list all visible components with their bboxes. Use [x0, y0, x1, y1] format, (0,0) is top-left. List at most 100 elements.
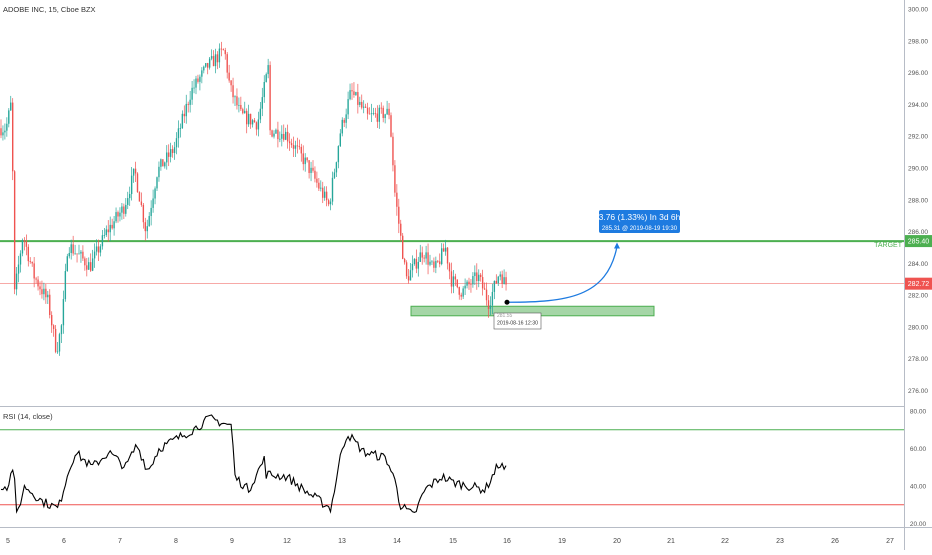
- rsi-tick-label: 20.00: [910, 521, 927, 528]
- date-axis[interactable]: 5 6 7 8 9 12 13 14 15 16 19 20 21 22 23 26 27: [6, 538, 894, 545]
- candle-body: [109, 224, 111, 233]
- candle-body: [442, 248, 445, 252]
- candle-body: [409, 270, 412, 281]
- candle-body: [78, 253, 80, 255]
- candle-body: [58, 334, 61, 352]
- candle-body: [396, 192, 398, 207]
- candle-body: [201, 70, 203, 77]
- rsi-axis[interactable]: 20.00 40.00 60.00 80.00: [910, 409, 927, 529]
- candle-body: [388, 108, 390, 116]
- candle-body: [275, 129, 277, 134]
- candle-body: [376, 113, 379, 122]
- candle-body: [158, 166, 160, 178]
- date-tick-label: 8: [174, 538, 178, 545]
- candle-body: [265, 74, 267, 82]
- candle-body: [288, 141, 291, 144]
- date-tick-label: 9: [230, 538, 234, 545]
- rsi-line: [0, 414, 507, 514]
- candle-body: [444, 247, 447, 252]
- candle-body: [269, 65, 271, 131]
- candle-body: [298, 146, 301, 148]
- candle-body: [224, 50, 226, 55]
- candle-body: [304, 157, 306, 165]
- candle-body: [93, 251, 96, 259]
- candle-body: [351, 90, 353, 92]
- candle-body: [220, 48, 223, 50]
- candle-body: [41, 289, 43, 295]
- candle-body: [281, 133, 283, 139]
- candle-body: [175, 138, 178, 148]
- candle-body: [216, 54, 219, 63]
- target-price-badge: [905, 235, 932, 248]
- candle-body: [474, 272, 476, 277]
- candle-body: [234, 96, 236, 98]
- candle-body: [380, 107, 382, 109]
- candle-body: [271, 130, 273, 137]
- candle-body: [66, 256, 68, 272]
- candle-body: [370, 113, 373, 115]
- candle-body: [253, 120, 256, 123]
- candle-body: [6, 123, 8, 131]
- candle-body: [80, 251, 82, 254]
- start-tooltip-date: 2019-08-16 12:30: [497, 321, 538, 327]
- candle-body: [472, 276, 474, 285]
- candle-body: [238, 104, 240, 106]
- candle-body: [17, 264, 20, 274]
- candle-body: [25, 241, 28, 247]
- date-tick-label: 23: [776, 538, 784, 545]
- candle-body: [152, 198, 154, 208]
- price-axis[interactable]: 276.00 278.00 280.00 282.00 284.00 286.00 288.…: [908, 7, 928, 396]
- candle-body: [150, 207, 152, 217]
- candle-body: [91, 258, 94, 271]
- candle-body: [127, 198, 129, 205]
- candle-body: [324, 191, 326, 198]
- candle-body: [177, 128, 180, 139]
- candle-body: [88, 262, 90, 270]
- candle-body: [37, 279, 39, 287]
- candle-body: [95, 246, 98, 252]
- candle-body: [431, 261, 433, 263]
- date-tick-label: 12: [283, 538, 291, 545]
- candle-body: [47, 294, 49, 298]
- candle-body: [458, 287, 460, 295]
- candle-body: [435, 260, 437, 268]
- candle-body: [51, 315, 53, 326]
- candle-body: [193, 87, 195, 89]
- candle-body: [207, 63, 209, 68]
- projection-label-box[interactable]: [599, 210, 680, 233]
- rsi-tick-label: 60.00: [910, 446, 927, 453]
- candle-body: [316, 178, 318, 183]
- date-tick-label: 19: [558, 538, 566, 545]
- candle-body: [249, 113, 252, 125]
- candle-body: [15, 273, 18, 290]
- candle-body: [45, 288, 47, 298]
- candle-body: [343, 119, 345, 123]
- date-tick-label: 14: [393, 538, 401, 545]
- candle-body: [480, 274, 482, 278]
- projection-start-point[interactable]: [504, 299, 510, 305]
- candle-body: [191, 87, 193, 100]
- candle-body: [355, 92, 357, 95]
- candle-body: [70, 244, 72, 253]
- candle-body: [318, 182, 320, 189]
- candle-body: [240, 104, 242, 110]
- candle-body: [134, 168, 137, 174]
- candle-body: [90, 262, 92, 271]
- candle-body: [144, 222, 146, 232]
- candle-body: [273, 133, 275, 137]
- projection-curve[interactable]: [506, 246, 618, 303]
- candle-body: [384, 114, 386, 119]
- candle-body: [364, 106, 367, 108]
- date-tick-label: 6: [62, 538, 66, 545]
- candle-body: [448, 263, 451, 272]
- candle-body: [361, 101, 363, 108]
- date-tick-label: 15: [449, 538, 457, 545]
- candle-body: [76, 253, 78, 255]
- candle-body: [43, 288, 45, 295]
- candle-body: [148, 216, 150, 227]
- candle-body: [187, 103, 189, 105]
- candle-body: [140, 201, 143, 205]
- price-tick-label: 276.00: [908, 388, 928, 395]
- candle-body: [49, 294, 51, 316]
- candle-body: [429, 261, 431, 265]
